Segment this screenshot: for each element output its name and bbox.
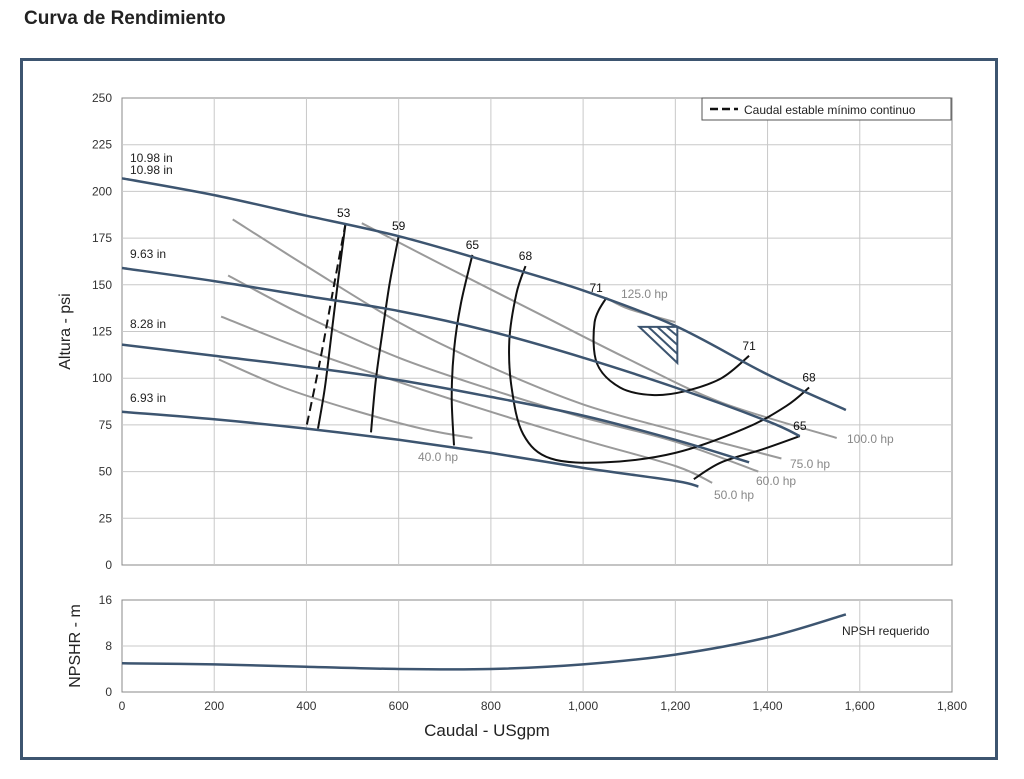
power-label: 60.0 hp — [756, 474, 796, 488]
head-y-tick-label: 50 — [99, 465, 113, 479]
head-y-tick-label: 100 — [92, 371, 112, 385]
head-y-tick-label: 250 — [92, 91, 112, 105]
x-tick-label: 600 — [389, 699, 409, 713]
chart-frame — [20, 58, 998, 760]
npsh-curve — [121, 613, 847, 671]
legend-box — [701, 97, 952, 121]
x-tick-label: 400 — [296, 699, 316, 713]
npsh-series-line — [121, 613, 847, 671]
impeller-label: 8.28 in — [130, 317, 166, 331]
npsh-series-label: NPSH requerido — [842, 624, 930, 638]
npsh-y-tick-label: 0 — [105, 685, 112, 699]
npsh-y-axis-label: NPSHR - m — [67, 604, 84, 688]
bep-hatch — [647, 326, 679, 355]
efficiency-label: 59 — [392, 219, 406, 233]
efficiency-curve — [317, 223, 347, 429]
impeller-label: 6.93 in — [130, 391, 166, 405]
bep-hatch — [665, 326, 678, 337]
head-y-tick-label: 175 — [92, 231, 112, 245]
power-label: 100.0 hp — [847, 432, 894, 446]
x-tick-label: 0 — [119, 699, 126, 713]
efficiency-label: 68 — [519, 249, 533, 263]
power-curve — [361, 222, 837, 439]
impeller-label: 10.98 in — [130, 163, 173, 177]
efficiency-curve — [450, 254, 474, 446]
efficiency-curve — [592, 297, 750, 397]
head-y-tick-label: 225 — [92, 138, 112, 152]
x-tick-label: 800 — [481, 699, 501, 713]
efficiency-curve — [693, 435, 801, 480]
x-tick-label: 1,200 — [660, 699, 690, 713]
npsh-y-tick-label: 8 — [105, 639, 112, 653]
power-label: 75.0 hp — [790, 457, 830, 471]
power-label: 50.0 hp — [714, 488, 754, 502]
head-curve — [121, 177, 847, 412]
head-y-tick-label: 75 — [99, 418, 113, 432]
impeller-label: 10.98 in — [130, 151, 173, 165]
efficiency-label: 65 — [466, 238, 480, 252]
head-y-tick-label: 125 — [92, 325, 112, 339]
efficiency-label: 65 — [793, 419, 807, 433]
bep-marker — [636, 325, 679, 366]
min-continuous-flow-line — [305, 223, 347, 428]
efficiency-label: 71 — [742, 339, 756, 353]
efficiency-label: 71 — [589, 281, 603, 295]
head-y-tick-label: 200 — [92, 184, 112, 198]
head-y-axis-label: Altura - psi — [57, 293, 74, 369]
efficiency-label: 53 — [337, 206, 351, 220]
x-tick-label: 1,800 — [937, 699, 967, 713]
page-title: Curva de Rendimiento — [24, 8, 226, 29]
bep-hatch — [656, 326, 679, 346]
power-label: 40.0 hp — [418, 450, 458, 464]
legend: Caudal estable mínimo continuo — [701, 97, 952, 121]
head-curve — [121, 266, 801, 438]
power-curve — [232, 218, 782, 460]
x-tick-label: 1,400 — [753, 699, 783, 713]
power-curve — [218, 358, 473, 439]
head-curve — [121, 410, 699, 488]
efficiency-label: 68 — [802, 371, 816, 385]
head-curve — [121, 343, 750, 464]
x-tick-label: 1,000 — [568, 699, 598, 713]
power-label: 125.0 hp — [621, 287, 668, 301]
legend-entry: Caudal estable mínimo continuo — [744, 103, 916, 117]
head-y-tick-label: 150 — [92, 278, 112, 292]
impeller-label: 9.63 in — [130, 247, 166, 261]
npsh-y-tick-label: 16 — [99, 593, 113, 607]
efficiency-curve — [370, 236, 400, 433]
power-curve — [220, 315, 713, 484]
npsh-grid: 0 200 400 600 800 1,000 1,200 1,400 1,600 1,800 0 8… — [67, 593, 967, 740]
head-y-tick-label: 25 — [99, 511, 113, 525]
power-curve — [227, 274, 759, 473]
x-tick-label: 200 — [204, 699, 224, 713]
efficiency-curve — [508, 265, 810, 464]
x-axis-label: Caudal - USgpm — [424, 721, 550, 740]
head-grid: 0 25 50 75 100 125 150 175 200 225 250 Altura - psi — [57, 91, 953, 572]
x-tick-label: 1,600 — [845, 699, 875, 713]
head-curves — [121, 177, 847, 488]
head-y-tick-label: 0 — [105, 558, 112, 572]
efficiency-curves — [305, 223, 810, 480]
